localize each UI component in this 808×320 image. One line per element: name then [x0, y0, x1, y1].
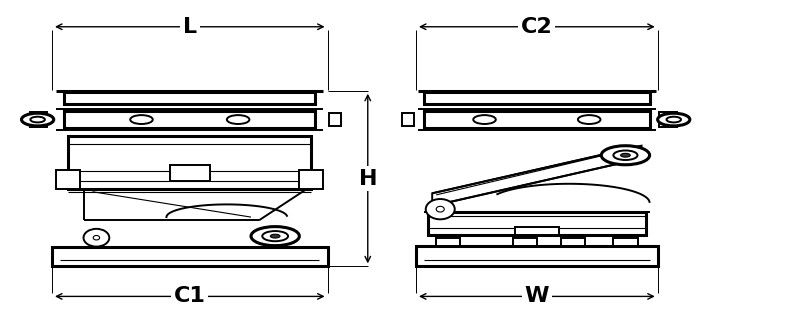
Circle shape [251, 227, 299, 246]
Bar [402, 113, 415, 126]
Bar [561, 238, 585, 246]
Ellipse shape [436, 206, 444, 212]
Circle shape [22, 113, 53, 126]
Circle shape [263, 231, 288, 241]
Circle shape [621, 153, 630, 157]
Bar [56, 170, 80, 188]
Circle shape [613, 150, 638, 160]
Circle shape [473, 115, 496, 124]
Circle shape [31, 117, 45, 123]
Bar [436, 238, 461, 246]
Circle shape [130, 115, 153, 124]
Circle shape [601, 146, 650, 165]
Circle shape [667, 117, 681, 123]
Bar [329, 113, 341, 126]
Bar [613, 238, 638, 246]
Circle shape [658, 113, 690, 126]
Bar [515, 227, 559, 235]
Text: W: W [524, 286, 549, 307]
Bar [424, 92, 650, 105]
Ellipse shape [83, 229, 109, 247]
Bar [659, 112, 677, 127]
Bar [30, 112, 48, 127]
Text: H: H [359, 169, 377, 188]
Circle shape [227, 115, 250, 124]
Bar [428, 212, 646, 235]
Text: C2: C2 [521, 17, 553, 37]
Bar [68, 136, 311, 188]
Bar [64, 111, 315, 128]
Bar [53, 247, 327, 266]
Bar [416, 246, 658, 266]
Ellipse shape [426, 199, 455, 219]
Bar [170, 165, 210, 180]
Bar [513, 238, 537, 246]
Circle shape [578, 115, 600, 124]
Polygon shape [432, 146, 642, 206]
Text: C1: C1 [174, 286, 206, 307]
Circle shape [271, 234, 280, 238]
Bar [424, 111, 650, 128]
Bar [64, 92, 315, 105]
Ellipse shape [93, 236, 99, 240]
Bar [299, 170, 323, 188]
Text: L: L [183, 17, 197, 37]
